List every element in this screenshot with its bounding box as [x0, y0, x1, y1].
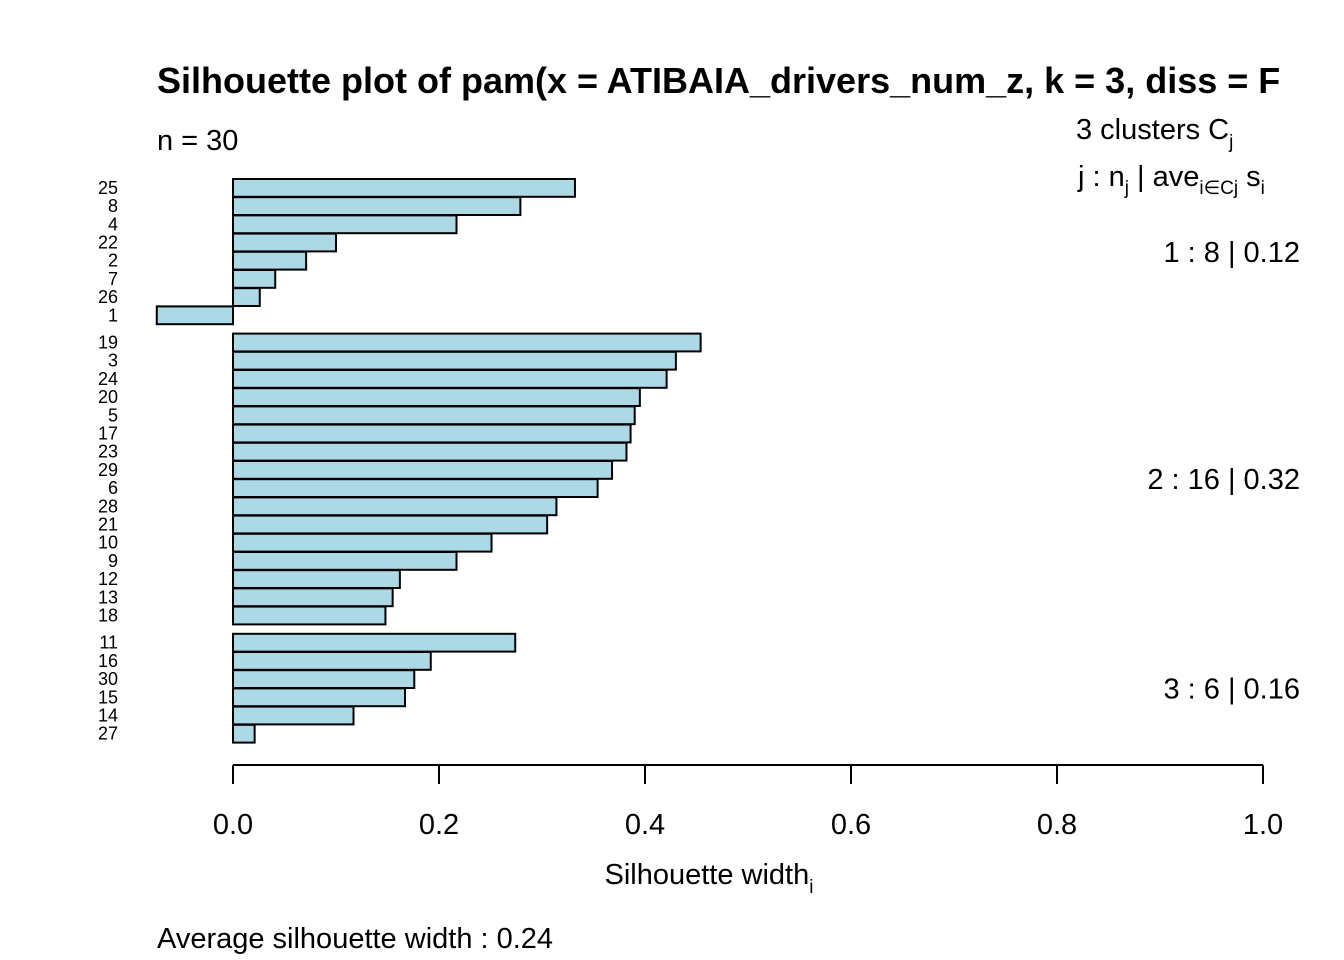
observation-label: 2 — [108, 251, 118, 271]
observation-label: 23 — [98, 442, 118, 462]
silhouette-bar — [232, 232, 337, 253]
observation-label: 13 — [98, 587, 118, 607]
observation-label: 30 — [98, 669, 118, 689]
silhouette-bar — [232, 551, 458, 571]
observation-label: 29 — [98, 460, 118, 480]
legend-clusters-text: 3 clusters C — [1076, 114, 1229, 146]
row-labels-group: 2584222726119324205172329628211091213181… — [98, 178, 118, 744]
x-tick-label: 1.0 — [1243, 809, 1283, 841]
legend-clusters-subscript: j — [1228, 132, 1233, 153]
cluster-summary-3: 3 : 6 | 0.16 — [1163, 673, 1300, 705]
silhouette-bar — [232, 514, 549, 535]
observation-label: 12 — [98, 569, 118, 589]
x-tick-label: 0.0 — [213, 809, 253, 841]
observation-label: 4 — [108, 214, 118, 234]
observation-label: 21 — [98, 515, 118, 535]
observation-label: 26 — [98, 287, 118, 307]
chart-title: Silhouette plot of pam(x = ATIBAIA_drive… — [157, 60, 1280, 101]
observation-label: 11 — [99, 633, 118, 653]
silhouette-bar — [232, 287, 261, 308]
observation-label: 16 — [98, 651, 118, 671]
silhouette-bar — [232, 496, 558, 517]
x-axis: 0.0 0.2 0.4 0.6 0.8 1.0 — [213, 764, 1283, 841]
silhouette-bar — [232, 332, 702, 353]
bars-group — [155, 178, 702, 744]
observation-label: 28 — [98, 496, 118, 516]
observation-label: 7 — [108, 269, 118, 289]
silhouette-bar — [232, 405, 636, 426]
x-tick-label: 0.2 — [419, 809, 459, 841]
silhouette-bar — [232, 632, 517, 653]
legend-clusters-header: 3 clusters Cj — [1076, 114, 1233, 153]
silhouette-bar — [232, 569, 401, 590]
silhouette-bar — [232, 196, 522, 216]
observation-label: 14 — [98, 706, 118, 726]
silhouette-bar — [232, 214, 458, 235]
silhouette-bar — [232, 532, 493, 553]
x-axis-label-text: Silhouette width — [605, 859, 810, 891]
observation-label: 3 — [108, 351, 118, 371]
silhouette-bar — [232, 687, 407, 708]
observation-label: 20 — [98, 387, 118, 407]
x-tick-label: 0.4 — [625, 809, 665, 841]
observation-label: 8 — [108, 196, 118, 216]
average-silhouette-width: Average silhouette width : 0.24 — [157, 923, 553, 955]
silhouette-bar — [155, 305, 234, 326]
observation-label: 17 — [98, 424, 118, 444]
sample-size-label: n = 30 — [157, 125, 238, 157]
cluster-summary-1: 1 : 8 | 0.12 — [1163, 237, 1300, 269]
observation-label: 1 — [108, 305, 118, 325]
observation-label: 22 — [98, 233, 118, 253]
silhouette-bar — [232, 651, 432, 671]
silhouette-bar — [232, 460, 614, 480]
legend-ave-text: | ave — [1129, 161, 1199, 193]
silhouette-bar — [232, 350, 677, 371]
observation-label: 9 — [108, 551, 118, 571]
silhouette-bar — [232, 387, 641, 408]
legend-n-text: j : n — [1077, 161, 1125, 193]
cluster-summaries-group: 1 : 8 | 0.12 2 : 16 | 0.32 3 : 6 | 0.16 — [1147, 237, 1300, 706]
silhouette-bar — [232, 250, 308, 271]
legend-s-text: s — [1238, 161, 1261, 193]
silhouette-bar — [232, 723, 256, 744]
observation-label: 15 — [98, 687, 118, 707]
observation-label: 6 — [108, 478, 118, 498]
silhouette-bar — [232, 478, 599, 499]
observation-label: 25 — [98, 178, 118, 198]
silhouette-bar — [232, 605, 387, 626]
silhouette-bar — [232, 423, 632, 444]
silhouette-bar — [232, 269, 277, 289]
legend-columns-header: j : nj | avei∈Cj si — [1077, 161, 1265, 199]
observation-label: 27 — [98, 724, 118, 744]
x-axis-label-subscript: i — [809, 877, 813, 898]
observation-label: 18 — [98, 606, 118, 626]
observation-label: 19 — [98, 333, 118, 353]
silhouette-bar — [232, 669, 416, 690]
observation-label: 24 — [98, 369, 118, 389]
silhouette-bar — [232, 705, 355, 726]
silhouette-bar — [232, 587, 394, 608]
silhouette-bar — [232, 369, 668, 389]
x-tick-label: 0.8 — [1037, 809, 1077, 841]
cluster-summary-2: 2 : 16 | 0.32 — [1147, 464, 1300, 496]
observation-label: 5 — [108, 405, 118, 425]
silhouette-bar — [232, 441, 628, 462]
observation-label: 10 — [98, 533, 118, 553]
silhouette-bar — [232, 178, 576, 198]
x-tick-label: 0.6 — [831, 809, 871, 841]
x-axis-label: Silhouette widthi — [605, 859, 814, 898]
